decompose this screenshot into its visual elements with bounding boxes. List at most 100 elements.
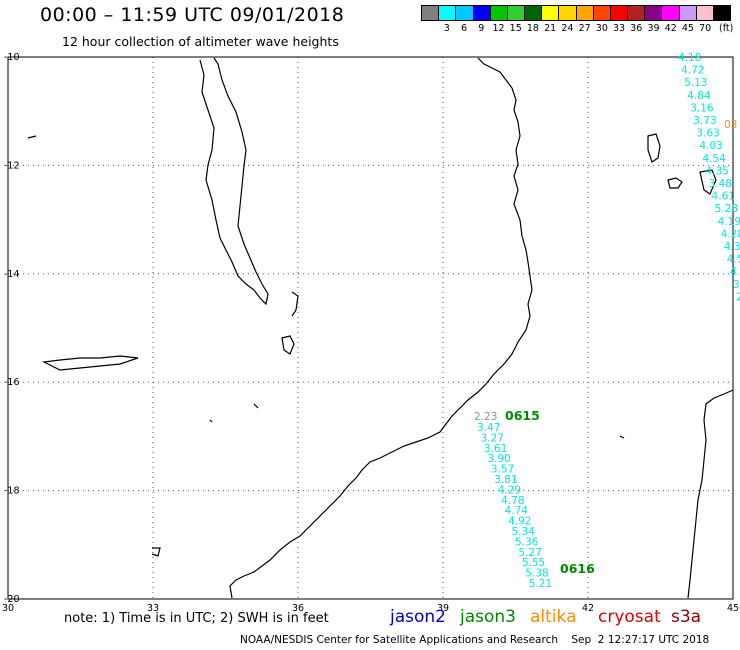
track-marker-label: 03 <box>724 119 737 131</box>
lon-tick-label: 33 <box>147 603 159 614</box>
swh-label: 5.28 <box>715 203 738 215</box>
swh-label: 5.34 <box>512 526 536 538</box>
swh-label: 3. <box>733 279 740 291</box>
lat-tick-label: -20 <box>4 594 20 605</box>
swh-label: 4.28 <box>721 228 740 240</box>
legend-tick-label: 70 <box>699 23 712 34</box>
small-mark-4 <box>619 435 625 439</box>
swh-label: 5.55 <box>522 557 545 569</box>
coastlines <box>27 57 734 599</box>
altimeter-track-south: 2.233.473.273.613.903.573.814.294.784.74… <box>474 408 595 590</box>
swh-label: 5.36 <box>515 536 539 548</box>
satellite-jason3-label: jason3 <box>460 607 516 627</box>
satellite-cryosat-label: cryosat <box>598 607 661 627</box>
altimeter-track-east: 4.184.725.134.843.163.733.634.034.544.35… <box>678 52 740 316</box>
footer-credit: NOAA/NESDIS Center for Satellite Applica… <box>240 634 710 646</box>
color-legend: 3 6 9 12 15 18 21 24 27 30 33 36 39 42 45 70 <box>421 5 731 34</box>
legend-swatch <box>662 6 680 20</box>
lake-malawi-outline <box>199 57 269 306</box>
legend-tick-label: 24 <box>561 23 574 34</box>
swh-label: 4.32 <box>724 241 740 253</box>
comoros-island-2 <box>667 177 683 189</box>
footer-note: note: 1) Time is in UTC; 2) SWH is in fe… <box>64 611 329 626</box>
legend-tick-label: 39 <box>647 23 660 34</box>
legend-tick-label: 33 <box>613 23 626 34</box>
axis-labels: 30 33 36 39 42 45 -10 -12 -14 -16 -18 -20 <box>2 52 739 614</box>
chart-subtitle: 12 hour collection of altimeter wave hei… <box>62 34 339 49</box>
swh-label: 4.1 <box>730 266 740 278</box>
lon-tick-label: 39 <box>437 603 449 614</box>
legend-swatch <box>542 6 560 20</box>
swh-label: 2 <box>736 291 740 303</box>
swh-label: 4.29 <box>498 484 521 496</box>
small-lake-1 <box>291 291 299 317</box>
comoros-island-3 <box>699 169 717 195</box>
swh-label: 4.84 <box>687 90 711 102</box>
legend-swatch <box>525 6 543 20</box>
swh-label: 4.03 <box>699 140 722 152</box>
swh-label: 3.16 <box>690 102 714 114</box>
madagascar-coastline <box>687 389 734 599</box>
swh-label: 4.74 <box>505 505 529 517</box>
swh-label: 4.92 <box>508 516 531 528</box>
legend-tick-label: 42 <box>664 23 677 34</box>
lon-tick-label: 36 <box>292 603 304 614</box>
swh-label: 4.18 <box>678 52 701 64</box>
swh-label: 4.19 <box>718 216 740 228</box>
small-lake-2 <box>151 547 161 557</box>
small-mark-3 <box>209 419 213 423</box>
legend-tick-label: 21 <box>544 23 557 34</box>
swh-label: 3.57 <box>491 464 514 476</box>
lat-tick-label: -12 <box>4 160 20 171</box>
swh-label: 4.50 <box>727 254 740 266</box>
lat-tick-label: -10 <box>4 52 20 63</box>
legend-tick-label: 27 <box>578 23 591 34</box>
swh-label: 3.61 <box>484 443 507 455</box>
legend-swatch <box>456 6 474 20</box>
map-frame <box>7 56 734 600</box>
lon-tick-label: 45 <box>727 603 739 614</box>
legend-labels: 3 6 9 12 15 18 21 24 27 30 33 36 39 42 45 70 <box>421 23 731 35</box>
swh-label: 5.21 <box>529 578 552 590</box>
comoros-island-1 <box>647 133 661 163</box>
swh-label: 5.27 <box>518 547 541 559</box>
legend-tick-label: 12 <box>492 23 505 34</box>
swh-label: 4.61 <box>712 191 735 203</box>
swh-label: 2.23 <box>474 411 497 423</box>
swh-label: 4.54 <box>702 153 726 165</box>
legend-swatch <box>473 6 491 20</box>
legend-unit: (ft) <box>719 23 734 34</box>
legend-tick-label: 15 <box>509 23 522 34</box>
swh-label: 3.63 <box>696 128 719 140</box>
legend-swatches <box>421 5 731 21</box>
lat-tick-label: -18 <box>4 486 20 497</box>
legend-swatch <box>422 6 440 20</box>
satellite-s3a-label: s3a <box>671 607 702 627</box>
small-mark-2 <box>253 403 259 409</box>
satellite-jason2-label: jason2 <box>390 607 446 627</box>
swh-label: 5.38 <box>525 568 548 580</box>
swh-label: 4.35 <box>705 165 728 177</box>
legend-tick-label: 9 <box>478 23 485 34</box>
legend-tick-label: 45 <box>681 23 694 34</box>
legend-swatch <box>679 6 697 20</box>
swh-label: 3.90 <box>487 453 510 465</box>
legend-swatch <box>439 6 457 20</box>
lon-tick-label: 42 <box>582 603 594 614</box>
swh-label: 3.47 <box>477 422 500 434</box>
legend-tick-label: 30 <box>595 23 608 34</box>
satellite-altika-label: altika <box>530 607 577 627</box>
swh-label: 3.27 <box>480 432 503 444</box>
swh-label: 4.78 <box>501 495 524 507</box>
pass-time-label: 0616 <box>560 561 595 576</box>
legend-swatch <box>490 6 508 20</box>
small-mark-1 <box>27 135 37 139</box>
legend-swatch <box>593 6 611 20</box>
legend-swatch <box>696 6 714 20</box>
lake-bangweulu-outline <box>41 355 139 371</box>
pass-time-label: 0615 <box>505 408 540 423</box>
legend-tick-label: 36 <box>630 23 643 34</box>
swh-label: 5.13 <box>684 77 707 89</box>
legend-tick-label: 3 <box>443 23 450 34</box>
